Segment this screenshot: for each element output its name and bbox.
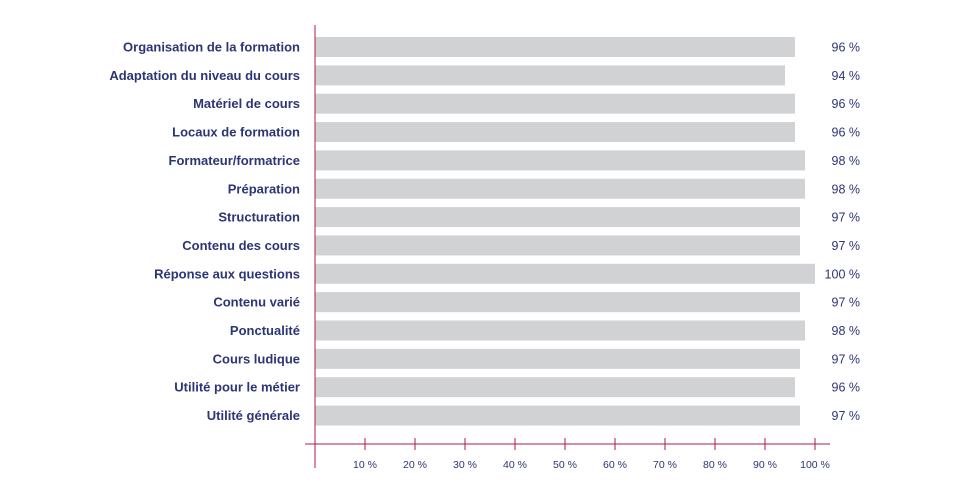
category-label-9: Contenu varié <box>213 295 300 310</box>
bar-3 <box>315 122 795 143</box>
bar-10 <box>315 320 805 341</box>
x-tick-label-8: 90 % <box>753 459 777 471</box>
category-label-13: Utilité générale <box>207 408 300 423</box>
x-tick-label-3: 40 % <box>503 459 527 471</box>
x-tick-label-1: 20 % <box>403 459 427 471</box>
x-tick-label-5: 60 % <box>603 459 627 471</box>
bar-6 <box>315 207 800 228</box>
value-label-7: 97 % <box>832 239 861 253</box>
bar-7 <box>315 235 800 256</box>
category-label-3: Locaux de formation <box>172 125 300 140</box>
value-label-6: 97 % <box>832 211 861 225</box>
category-label-8: Réponse aux questions <box>154 266 300 281</box>
bar-4 <box>315 150 805 171</box>
bar-2 <box>315 93 795 114</box>
value-label-11: 97 % <box>832 352 861 366</box>
x-tick-label-6: 70 % <box>653 459 677 471</box>
value-label-12: 96 % <box>832 381 861 395</box>
category-label-1: Adaptation du niveau du cours <box>109 68 300 83</box>
bar-0 <box>315 37 795 57</box>
bar-1 <box>315 65 785 86</box>
category-label-12: Utilité pour le métier <box>174 380 300 395</box>
value-label-8: 100 % <box>825 267 860 281</box>
category-label-0: Organisation de la formation <box>123 40 300 55</box>
value-label-1: 94 % <box>832 69 861 83</box>
x-tick-label-7: 80 % <box>703 459 727 471</box>
value-label-13: 97 % <box>832 409 861 423</box>
value-label-2: 96 % <box>832 97 861 111</box>
bar-8 <box>315 263 815 284</box>
value-label-3: 96 % <box>832 126 861 140</box>
bar-12 <box>315 377 795 398</box>
x-tick-label-0: 10 % <box>353 459 377 471</box>
x-tick-label-2: 30 % <box>453 459 477 471</box>
category-labels: Organisation de la formation Adaptation d… <box>109 40 300 424</box>
category-label-6: Structuration <box>218 210 300 225</box>
x-tick-label-4: 50 % <box>553 459 577 471</box>
value-label-5: 98 % <box>832 182 861 196</box>
value-label-0: 96 % <box>832 41 861 55</box>
bars-group <box>315 37 815 426</box>
bar-13 <box>315 405 800 426</box>
x-tick-label-9: 100 % <box>800 459 830 471</box>
value-label-4: 98 % <box>832 154 861 168</box>
bar-9 <box>315 292 800 313</box>
bar-11 <box>315 348 800 369</box>
category-label-10: Ponctualité <box>230 323 300 338</box>
value-label-9: 97 % <box>832 296 861 310</box>
category-label-4: Formateur/formatrice <box>169 153 300 168</box>
axes: 10 % 20 % 30 % 40 % 50 % 60 % 70 % 80 % 90 % 100 … <box>305 25 830 471</box>
category-label-11: Cours ludique <box>213 351 300 366</box>
category-label-7: Contenu des cours <box>182 238 300 253</box>
value-label-10: 98 % <box>832 324 861 338</box>
category-label-2: Matériel de cours <box>193 96 300 111</box>
bar-5 <box>315 178 805 199</box>
value-labels: 96 % 94 % 96 % 96 % 98 % 98 % 97 % 97 % 100 % 97 … <box>825 41 860 424</box>
category-label-5: Préparation <box>228 181 300 196</box>
